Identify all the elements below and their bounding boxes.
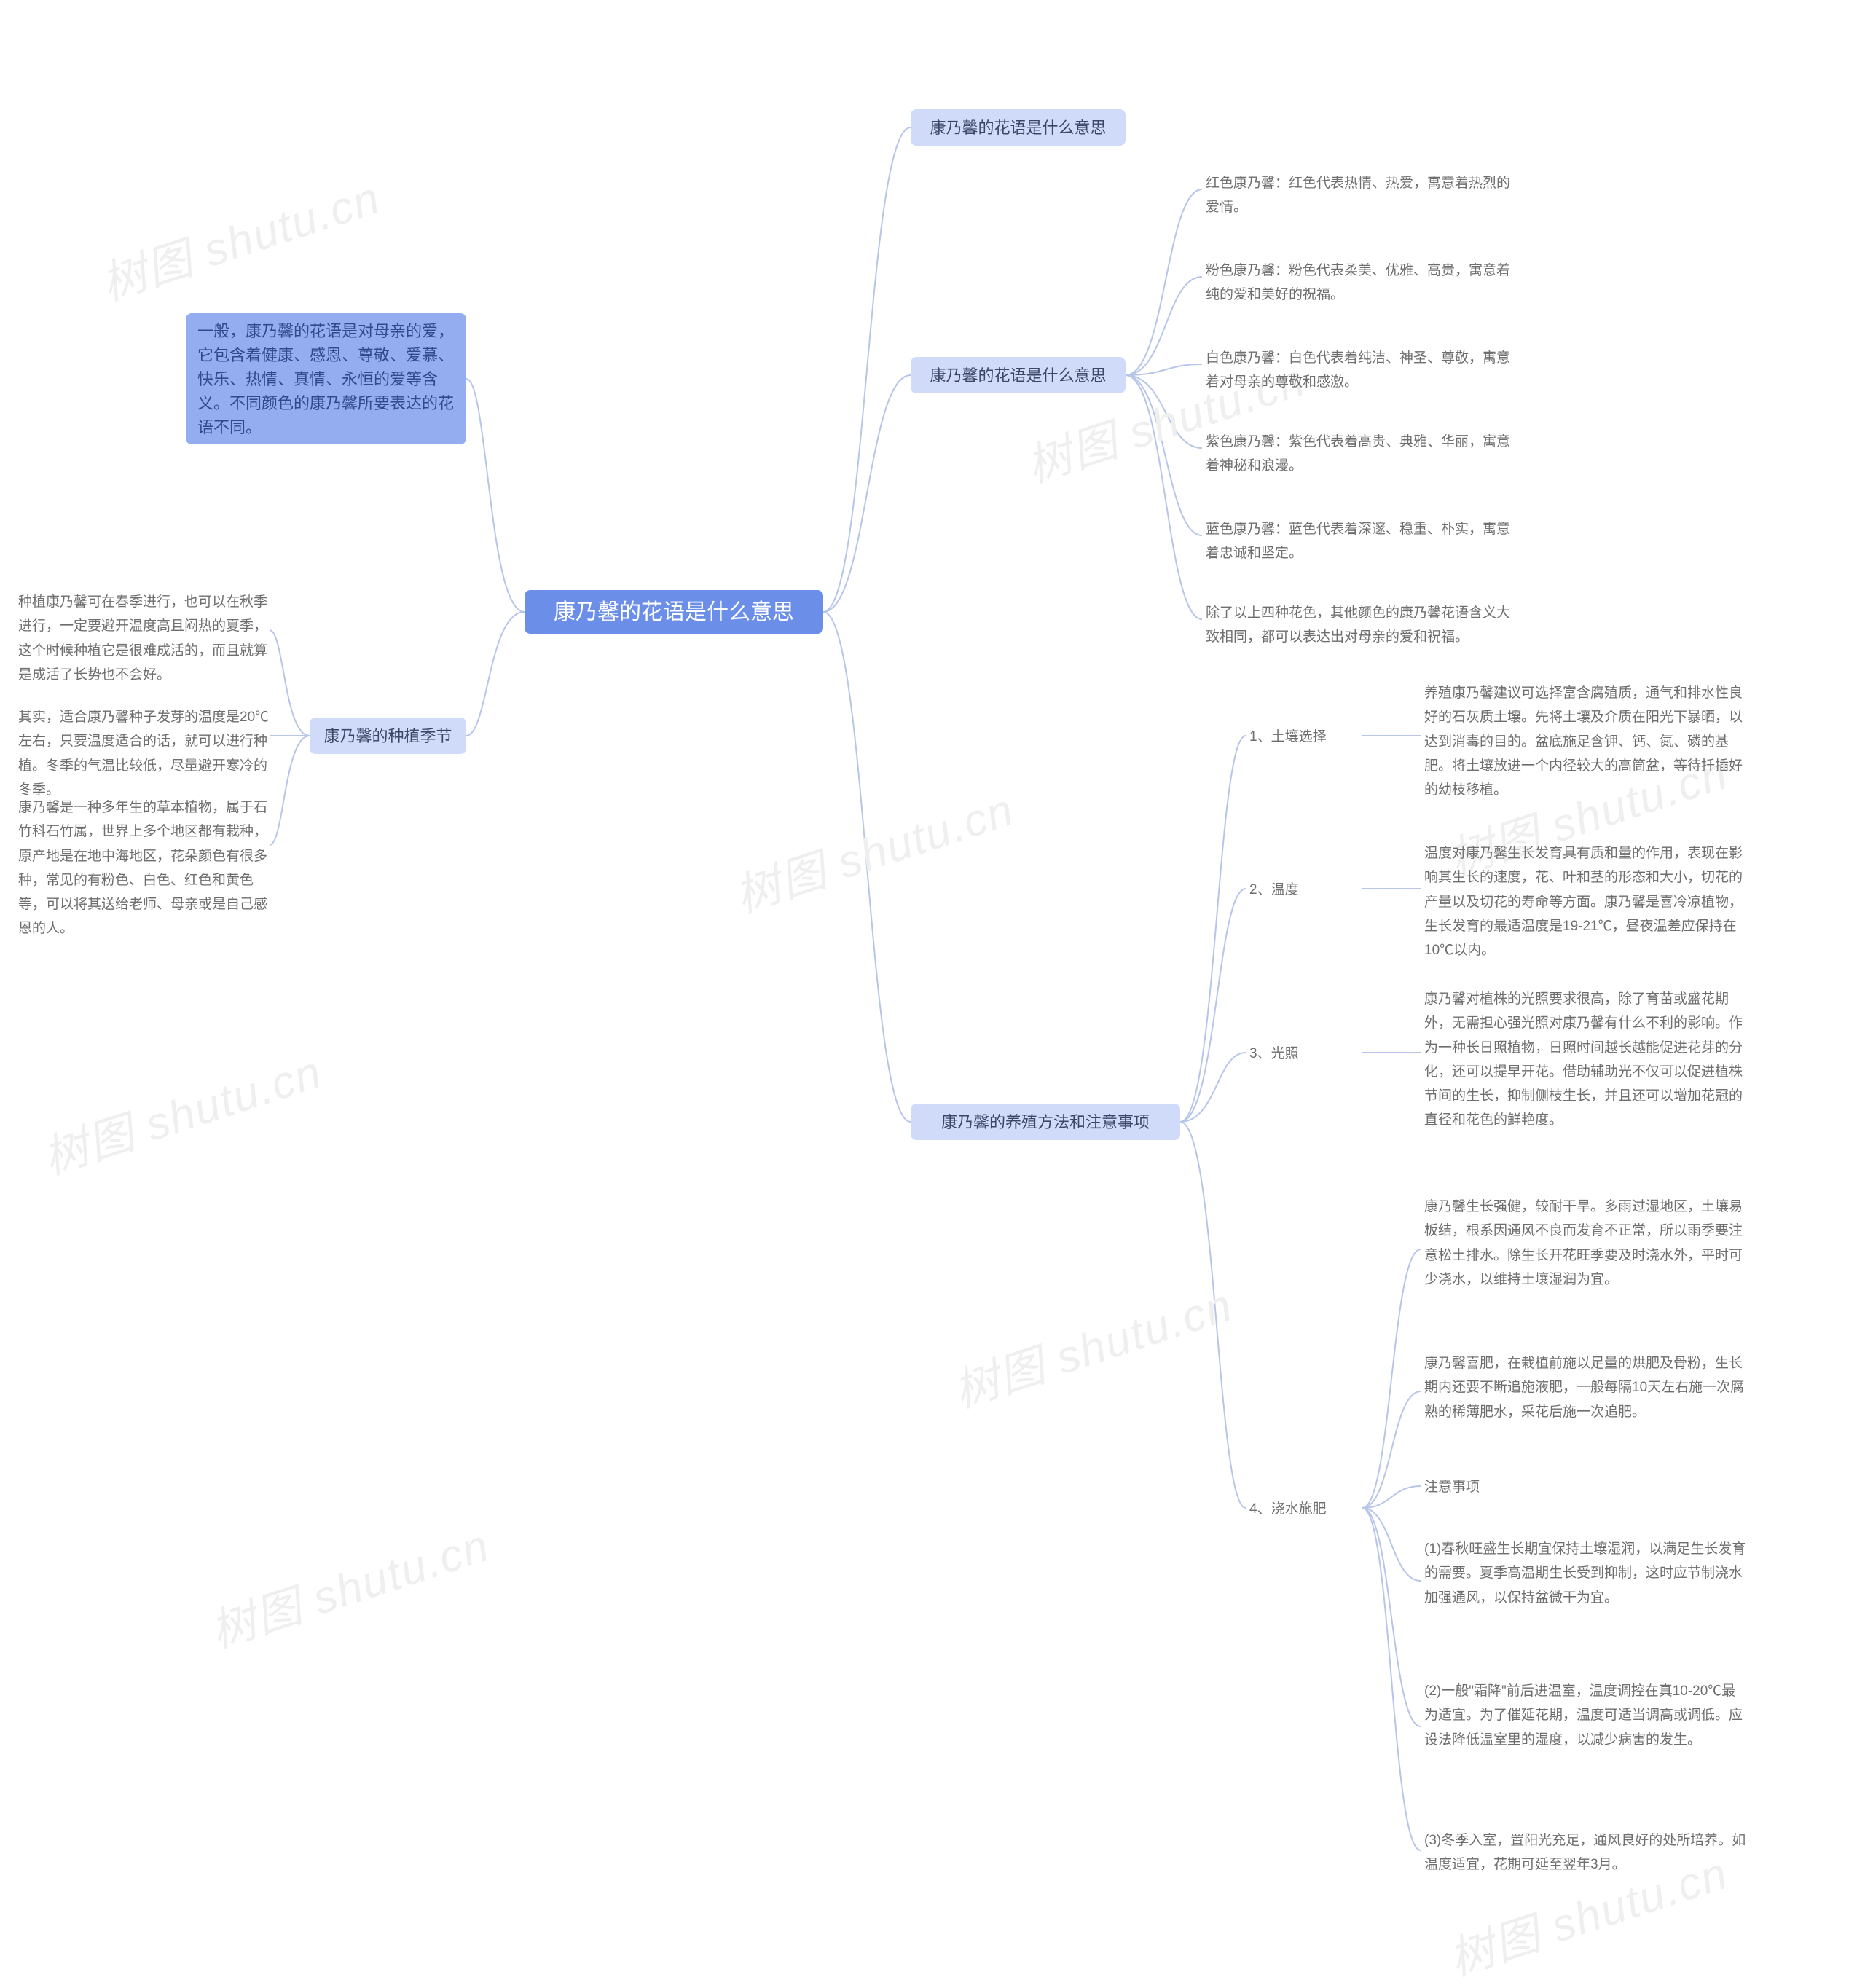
- r3-sub-2-label: 3、光照: [1249, 1042, 1366, 1066]
- r3-sub-3-child-4: (2)一般"霜降"前后进温室，温度调控在真10-20℃最为适宜。为了催延花期，温…: [1424, 1679, 1748, 1752]
- season-leaf-2: 康乃馨是一种多年生的草本植物，属于石竹科石竹属，世界上多个地区都有栽种，原产地是…: [18, 795, 273, 941]
- watermark: 树图 shutu.cn: [92, 161, 388, 313]
- r3-sub-3-child-2: 注意事项: [1424, 1475, 1748, 1499]
- left-highlight-node: 一般，康乃馨的花语是对母亲的爱，它包含着健康、感恩、尊敬、爱慕、快乐、热情、真情…: [186, 313, 466, 444]
- r2-label: 康乃馨的花语是什么意思: [930, 364, 1106, 388]
- r1-branch: 康乃馨的花语是什么意思: [911, 109, 1126, 146]
- r2-branch: 康乃馨的花语是什么意思: [911, 357, 1126, 393]
- r3-label: 康乃馨的养殖方法和注意事项: [941, 1110, 1150, 1134]
- connector-layer: [0, 0, 1865, 1968]
- season-leaf-0: 种植康乃馨可在春季进行，也可以在秋季进行，一定要避开温度高且闷热的夏季，这个时候…: [18, 590, 273, 687]
- r3-sub-3-label: 4、浇水施肥: [1249, 1497, 1366, 1521]
- r2-leaf-3: 紫色康乃馨：紫色代表着高贵、典雅、华丽，寓意着神秘和浪漫。: [1206, 430, 1519, 479]
- r3-sub-3-child-1: 康乃馨喜肥，在栽植前施以足量的烘肥及骨粉，生长期内还要不断追施液肥，一般每隔10…: [1424, 1351, 1748, 1424]
- r3-sub-1-label: 2、温度: [1249, 878, 1366, 902]
- r3-sub-3-child-5: (3)冬季入室，置阳光充足，通风良好的处所培养。如温度适宜，花期可延至翌年3月。: [1424, 1828, 1748, 1877]
- watermark: 树图 shutu.cn: [944, 1268, 1240, 1420]
- root-node: 康乃馨的花语是什么意思: [525, 590, 823, 634]
- r3-sub-3-child-3: (1)春秋旺盛生长期宜保持土壤湿润，以满足生长发育的需要。夏季高温期生长受到抑制…: [1424, 1537, 1748, 1610]
- r2-leaf-2: 白色康乃馨：白色代表着纯洁、神圣、尊敬，寓意着对母亲的尊敬和感激。: [1206, 346, 1519, 395]
- r2-leaf-4: 蓝色康乃馨：蓝色代表着深邃、稳重、朴实，寓意着忠诚和坚定。: [1206, 517, 1519, 566]
- watermark: 树图 shutu.cn: [34, 1035, 329, 1187]
- r3-sub-2-text: 康乃馨对植株的光照要求很高，除了育苗或盛花期外，无需担心强光照对康乃馨有什么不利…: [1424, 987, 1748, 1133]
- r2-leaf-5: 除了以上四种花色，其他颜色的康乃馨花语含义大致相同，都可以表达出对母亲的爱和祝福…: [1206, 601, 1519, 650]
- r3-branch: 康乃馨的养殖方法和注意事项: [911, 1104, 1180, 1140]
- r3-sub-3-child-0: 康乃馨生长强健，较耐干旱。多雨过湿地区，土壤易板结，根系因通风不良而发育不正常，…: [1424, 1195, 1748, 1292]
- season-branch: 康乃馨的种植季节: [310, 718, 466, 754]
- r1-label: 康乃馨的花语是什么意思: [930, 116, 1106, 140]
- season-label: 康乃馨的种植季节: [323, 724, 452, 748]
- r3-sub-0-text: 养殖康乃馨建议可选择富含腐殖质，通气和排水性良好的石灰质土壤。先将土壤及介质在阳…: [1424, 681, 1748, 802]
- r3-sub-0-label: 1、土壤选择: [1249, 725, 1366, 749]
- r2-leaf-1: 粉色康乃馨：粉色代表柔美、优雅、高贵，寓意着纯的爱和美好的祝福。: [1206, 259, 1519, 307]
- left-highlight-text: 一般，康乃馨的花语是对母亲的爱，它包含着健康、感恩、尊敬、爱慕、快乐、热情、真情…: [197, 319, 455, 439]
- r3-sub-1-text: 温度对康乃馨生长发育具有质和量的作用，表现在影响其生长的速度，花、叶和茎的形态和…: [1424, 841, 1748, 962]
- season-leaf-1: 其实，适合康乃馨种子发芽的温度是20℃左右，只要温度适合的话，就可以进行种植。冬…: [18, 705, 273, 802]
- r2-leaf-0: 红色康乃馨：红色代表热情、热爱，寓意着热烈的爱情。: [1206, 171, 1519, 220]
- root-label: 康乃馨的花语是什么意思: [554, 596, 794, 629]
- watermark: 树图 shutu.cn: [726, 773, 1021, 924]
- watermark: 树图 shutu.cn: [201, 1509, 497, 1660]
